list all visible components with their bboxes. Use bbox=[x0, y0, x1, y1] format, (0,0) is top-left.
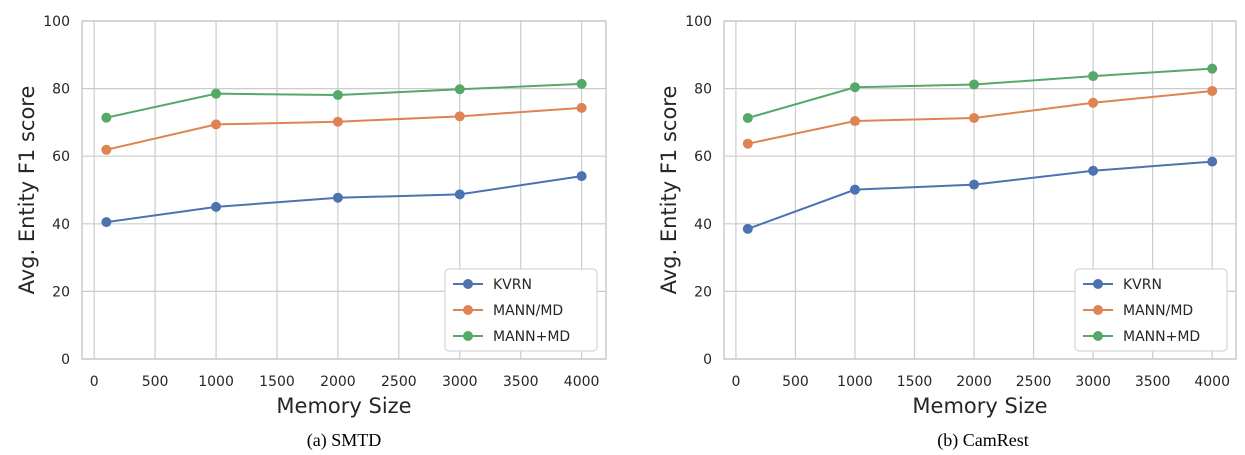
legend-label: KVRN bbox=[1123, 277, 1162, 293]
data-point bbox=[332, 90, 343, 101]
data-point bbox=[1088, 97, 1099, 108]
y-axis-label: Avg. Entity F1 score bbox=[15, 86, 39, 295]
legend-swatch-marker bbox=[463, 305, 473, 315]
legend-swatch-marker bbox=[1093, 305, 1103, 315]
x-tick-label: 2500 bbox=[1016, 374, 1052, 390]
x-tick-label: 1500 bbox=[259, 374, 295, 390]
series-line-mann-md bbox=[106, 106, 582, 151]
y-tick-label: 100 bbox=[43, 14, 70, 30]
y-tick-label: 20 bbox=[52, 284, 70, 300]
legend-label: MANN+MD bbox=[1123, 329, 1200, 345]
x-tick-label: 3500 bbox=[1135, 374, 1171, 390]
data-point bbox=[211, 201, 222, 212]
x-tick-label: 0 bbox=[90, 374, 99, 390]
legend: KVRN MANN/MD MANN+MD bbox=[444, 268, 598, 352]
legend-swatch-marker bbox=[1093, 279, 1103, 289]
data-point bbox=[1088, 71, 1099, 82]
series-line-mann-md bbox=[747, 67, 1213, 119]
x-tick-label: 500 bbox=[782, 374, 809, 390]
x-tick-label: 500 bbox=[142, 374, 169, 390]
chart-panel-1: 0 500 1000 1500 2000 2500 3000 3500 4000 0 20 40 60 8… bbox=[15, 14, 607, 451]
data-point bbox=[576, 171, 587, 182]
legend-swatch-marker bbox=[1093, 331, 1103, 341]
data-point bbox=[211, 88, 222, 99]
y-tick-label: 20 bbox=[694, 284, 712, 300]
x-tick-label: 3500 bbox=[503, 374, 539, 390]
figure-caption: (a) SMTD bbox=[307, 430, 382, 451]
data-point bbox=[969, 79, 980, 90]
y-tick-label: 60 bbox=[694, 149, 712, 165]
data-point bbox=[742, 138, 753, 149]
legend-label: MANN/MD bbox=[493, 303, 563, 319]
data-point bbox=[454, 84, 465, 95]
data-point bbox=[454, 111, 465, 122]
data-point bbox=[742, 223, 753, 234]
legend-box bbox=[1074, 268, 1228, 352]
x-tick-label: 1000 bbox=[837, 374, 873, 390]
data-point bbox=[742, 113, 753, 124]
data-point bbox=[101, 112, 112, 123]
data-point bbox=[849, 184, 860, 195]
y-tick-label: 40 bbox=[52, 217, 70, 233]
x-tick-label: 2000 bbox=[320, 374, 356, 390]
x-tick-label: 4000 bbox=[564, 374, 600, 390]
data-point bbox=[576, 102, 587, 113]
data-point bbox=[211, 119, 222, 130]
y-tick-label: 80 bbox=[52, 82, 70, 98]
data-point bbox=[454, 189, 465, 200]
plot-frame bbox=[723, 20, 1237, 360]
y-tick-label: 60 bbox=[52, 149, 70, 165]
x-tick-label: 0 bbox=[731, 374, 740, 390]
data-point bbox=[969, 179, 980, 190]
data-point bbox=[1088, 165, 1099, 176]
series-line-kvrn bbox=[747, 160, 1213, 230]
legend-label: MANN+MD bbox=[493, 329, 570, 345]
y-tick-label: 0 bbox=[703, 352, 712, 368]
data-point bbox=[969, 113, 980, 124]
legend-swatch-marker bbox=[463, 279, 473, 289]
data-point bbox=[1207, 156, 1218, 167]
x-tick-label: 3000 bbox=[1075, 374, 1111, 390]
data-point bbox=[101, 144, 112, 155]
data-point bbox=[101, 217, 112, 228]
data-point bbox=[849, 82, 860, 93]
legend-box bbox=[444, 268, 598, 352]
data-point bbox=[332, 192, 343, 203]
data-point bbox=[1207, 85, 1218, 96]
plot-frame bbox=[81, 20, 607, 360]
x-axis-label: Memory Size bbox=[912, 394, 1047, 418]
legend-swatch-marker bbox=[463, 331, 473, 341]
x-tick-label: 1500 bbox=[897, 374, 933, 390]
legend-label: KVRN bbox=[493, 277, 532, 293]
series-line-kvrn bbox=[106, 175, 582, 224]
data-point bbox=[576, 78, 587, 89]
data-point bbox=[332, 116, 343, 127]
chart-panel-2: 0 500 1000 1500 2000 2500 3000 3500 4000 0 20 40 60 8… bbox=[657, 14, 1237, 451]
figure-caption: (b) CamRest bbox=[937, 430, 1029, 451]
x-axis-label: Memory Size bbox=[276, 394, 411, 418]
legend: KVRN MANN/MD MANN+MD bbox=[1074, 268, 1228, 352]
x-tick-label: 3000 bbox=[442, 374, 478, 390]
x-tick-label: 2000 bbox=[956, 374, 992, 390]
x-tick-label: 4000 bbox=[1194, 374, 1230, 390]
y-tick-label: 100 bbox=[685, 14, 712, 30]
y-tick-label: 0 bbox=[61, 352, 70, 368]
y-tick-label: 40 bbox=[694, 217, 712, 233]
x-tick-label: 2500 bbox=[381, 374, 417, 390]
data-point bbox=[849, 116, 860, 127]
x-tick-label: 1000 bbox=[198, 374, 234, 390]
data-point bbox=[1207, 63, 1218, 74]
y-tick-label: 80 bbox=[694, 82, 712, 98]
y-axis-label: Avg. Entity F1 score bbox=[657, 86, 681, 295]
legend-label: MANN/MD bbox=[1123, 303, 1193, 319]
